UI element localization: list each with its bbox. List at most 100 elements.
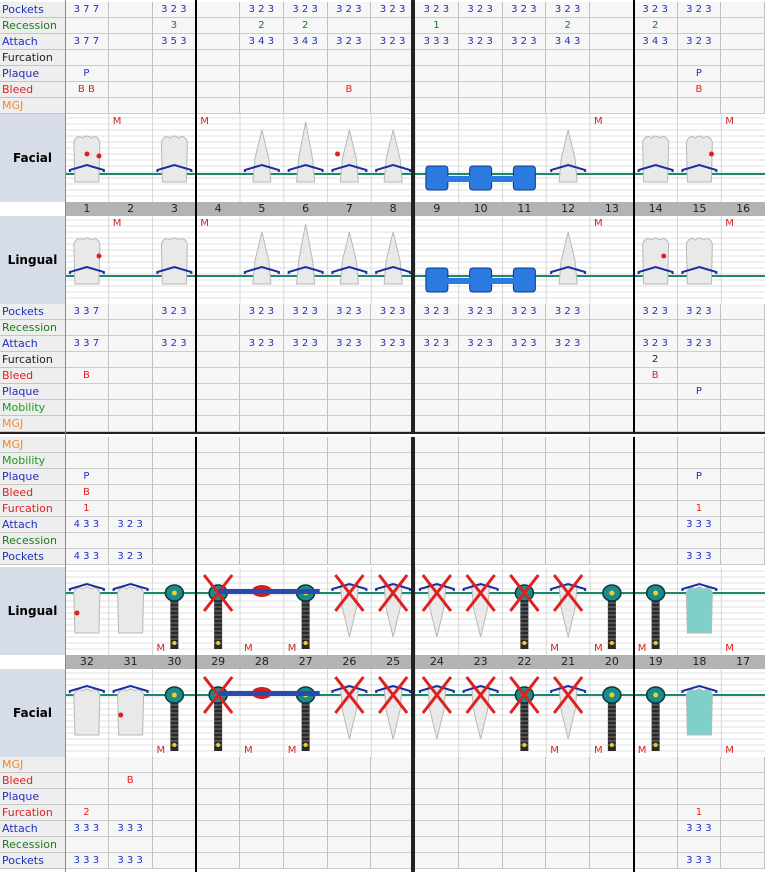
chart-cell[interactable] [502, 98, 547, 114]
tooth-31[interactable] [112, 582, 149, 634]
chart-cell[interactable] [458, 789, 503, 805]
chart-cell[interactable]: 3 2 3 [415, 2, 459, 18]
chart-cell[interactable]: 3 3 3 [677, 549, 722, 565]
chart-cell[interactable] [371, 66, 415, 82]
chart-cell[interactable]: 3 4 3 [546, 34, 590, 50]
chart-cell[interactable] [677, 320, 722, 336]
chart-cell[interactable] [458, 82, 503, 98]
chart-cell[interactable] [196, 805, 240, 821]
chart-cell[interactable]: 3 7 7 [65, 2, 109, 18]
tooth-6[interactable] [287, 121, 324, 183]
chart-cell[interactable] [371, 821, 415, 837]
chart-cell[interactable]: 3 3 3 [65, 853, 109, 869]
chart-cell[interactable] [458, 757, 503, 773]
chart-cell[interactable] [152, 837, 197, 853]
chart-cell[interactable] [458, 533, 503, 549]
chart-cell[interactable]: 3 4 3 [283, 34, 328, 50]
chart-cell[interactable] [371, 773, 415, 789]
chart-cell[interactable] [721, 400, 765, 416]
tooth-32[interactable] [68, 582, 105, 634]
chart-cell[interactable] [415, 453, 459, 469]
chart-cell[interactable]: 3 2 3 [677, 2, 722, 18]
chart-cell[interactable] [65, 98, 109, 114]
chart-cell[interactable]: 3 2 3 [152, 336, 197, 352]
chart-cell[interactable] [65, 416, 109, 432]
chart-cell[interactable] [196, 416, 240, 432]
chart-cell[interactable] [677, 757, 722, 773]
chart-cell[interactable] [458, 66, 503, 82]
tooth-15[interactable] [681, 237, 718, 285]
chart-cell[interactable] [371, 416, 415, 432]
chart-cell[interactable]: 3 5 3 [152, 34, 197, 50]
chart-cell[interactable]: B B [65, 82, 109, 98]
chart-cell[interactable] [327, 453, 372, 469]
chart-cell[interactable] [240, 82, 284, 98]
chart-cell[interactable]: 3 4 3 [633, 34, 678, 50]
chart-cell[interactable] [371, 837, 415, 853]
chart-cell[interactable] [633, 517, 678, 533]
tooth-7[interactable] [331, 129, 368, 183]
tooth-number[interactable]: 18 [692, 655, 707, 668]
missing-mark[interactable] [509, 574, 540, 612]
chart-cell[interactable] [677, 50, 722, 66]
chart-cell[interactable] [502, 453, 547, 469]
chart-cell[interactable] [108, 757, 153, 773]
chart-cell[interactable] [415, 82, 459, 98]
tooth-number[interactable]: 4 [214, 202, 222, 215]
chart-cell[interactable] [371, 517, 415, 533]
chart-cell[interactable] [371, 453, 415, 469]
chart-cell[interactable] [546, 837, 590, 853]
chart-cell[interactable] [327, 320, 372, 336]
chart-cell[interactable] [721, 485, 765, 501]
chart-cell[interactable] [283, 789, 328, 805]
tooth-number[interactable]: 8 [389, 202, 397, 215]
chart-cell[interactable] [371, 368, 415, 384]
chart-cell[interactable] [546, 400, 590, 416]
tooth-27[interactable] [295, 584, 316, 649]
tooth-number[interactable]: 16 [736, 202, 751, 215]
chart-cell[interactable] [415, 66, 459, 82]
tooth-number[interactable]: 15 [692, 202, 707, 215]
chart-cell[interactable]: 3 2 3 [677, 34, 722, 50]
chart-cell[interactable]: 3 2 3 [546, 304, 590, 320]
chart-cell[interactable] [633, 320, 678, 336]
chart-cell[interactable] [152, 805, 197, 821]
chart-cell[interactable] [458, 320, 503, 336]
tooth-8[interactable] [375, 129, 412, 183]
chart-cell[interactable] [327, 416, 372, 432]
chart-cell[interactable]: 3 2 3 [371, 304, 415, 320]
chart-cell[interactable] [458, 352, 503, 368]
chart-cell[interactable] [633, 98, 678, 114]
tooth-1[interactable] [68, 135, 105, 183]
chart-cell[interactable] [415, 821, 459, 837]
chart-cell[interactable] [283, 400, 328, 416]
chart-cell[interactable]: 3 3 3 [677, 853, 722, 869]
chart-cell[interactable] [633, 469, 678, 485]
chart-cell[interactable] [546, 98, 590, 114]
chart-cell[interactable] [590, 821, 634, 837]
tooth-number[interactable]: 19 [648, 655, 663, 668]
chart-cell[interactable] [196, 352, 240, 368]
chart-cell[interactable] [590, 384, 634, 400]
chart-cell[interactable] [196, 837, 240, 853]
tooth-number[interactable]: 28 [254, 655, 269, 668]
chart-cell[interactable] [196, 757, 240, 773]
bridge-abutment[interactable] [425, 165, 449, 191]
chart-cell[interactable] [108, 352, 153, 368]
chart-cell[interactable] [633, 50, 678, 66]
chart-cell[interactable] [415, 485, 459, 501]
chart-cell[interactable] [633, 384, 678, 400]
chart-cell[interactable] [65, 453, 109, 469]
chart-cell[interactable] [240, 821, 284, 837]
chart-cell[interactable] [415, 789, 459, 805]
chart-cell[interactable] [458, 384, 503, 400]
chart-cell[interactable]: 3 2 3 [327, 336, 372, 352]
chart-cell[interactable] [415, 533, 459, 549]
chart-cell[interactable] [590, 437, 634, 453]
chart-cell[interactable] [458, 837, 503, 853]
chart-cell[interactable] [633, 773, 678, 789]
chart-cell[interactable]: P [677, 66, 722, 82]
chart-cell[interactable] [415, 98, 459, 114]
chart-cell[interactable] [65, 400, 109, 416]
chart-cell[interactable] [721, 517, 765, 533]
